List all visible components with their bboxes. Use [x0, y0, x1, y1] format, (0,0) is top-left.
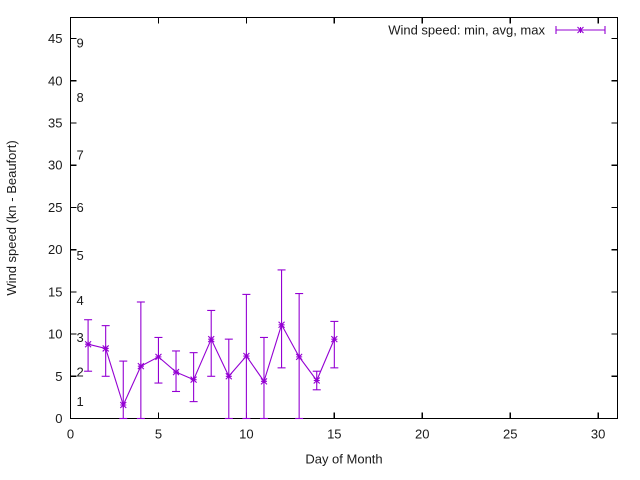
y-tick-label: 5 [55, 369, 62, 384]
x-tick-label: 20 [415, 427, 429, 442]
data-point-marker [313, 377, 321, 384]
x-tick-label: 5 [155, 427, 162, 442]
x-tick-label: 15 [327, 427, 341, 442]
plot-border [69, 16, 619, 420]
y-tick-label: 0 [55, 411, 62, 426]
data-point-marker [242, 352, 250, 360]
x-axis-title: Day of Month [305, 452, 382, 467]
legend-point-marker [577, 26, 584, 34]
y-axis-title: Wind speed (kn - Beaufort) [4, 140, 19, 295]
y-tick-label: 10 [48, 327, 62, 342]
beaufort-scale-label: 5 [77, 248, 84, 263]
y-tick-label: 15 [48, 284, 62, 299]
x-tick-label: 0 [67, 427, 74, 442]
y-tick-label: 20 [48, 242, 62, 257]
beaufort-scale-label: 6 [77, 200, 84, 215]
beaufort-scale-label: 9 [77, 35, 84, 50]
data-point-marker [225, 372, 233, 380]
data-point-marker [295, 353, 303, 361]
y-tick-label: 30 [48, 158, 62, 173]
legend-label: Wind speed: min, avg, max [388, 23, 545, 38]
beaufort-scale-label: 2 [77, 365, 84, 380]
y-tick-label: 35 [48, 116, 62, 131]
data-point-marker [278, 321, 285, 329]
y-tick-label: 40 [48, 73, 62, 88]
data-point-marker [260, 377, 268, 385]
data-point-marker [190, 376, 198, 384]
data-point-marker [207, 335, 215, 343]
data-point-marker [84, 340, 92, 348]
beaufort-scale-label: 8 [77, 90, 84, 105]
beaufort-scale-label: 7 [77, 148, 84, 163]
y-tick-label: 25 [48, 200, 62, 215]
beaufort-scale-label: 3 [77, 330, 84, 345]
beaufort-scale-label: 1 [77, 394, 84, 409]
data-point-marker [102, 345, 110, 352]
data-point-marker [119, 401, 127, 409]
x-tick-label: 30 [591, 427, 605, 442]
data-point-marker [155, 353, 162, 361]
data-point-marker [172, 368, 180, 376]
beaufort-scale-label: 4 [77, 293, 84, 308]
x-tick-label: 25 [503, 427, 517, 442]
y-tick-label: 45 [48, 31, 62, 46]
x-tick-label: 10 [239, 427, 253, 442]
data-point-marker [330, 335, 338, 343]
data-point-marker [137, 362, 145, 370]
